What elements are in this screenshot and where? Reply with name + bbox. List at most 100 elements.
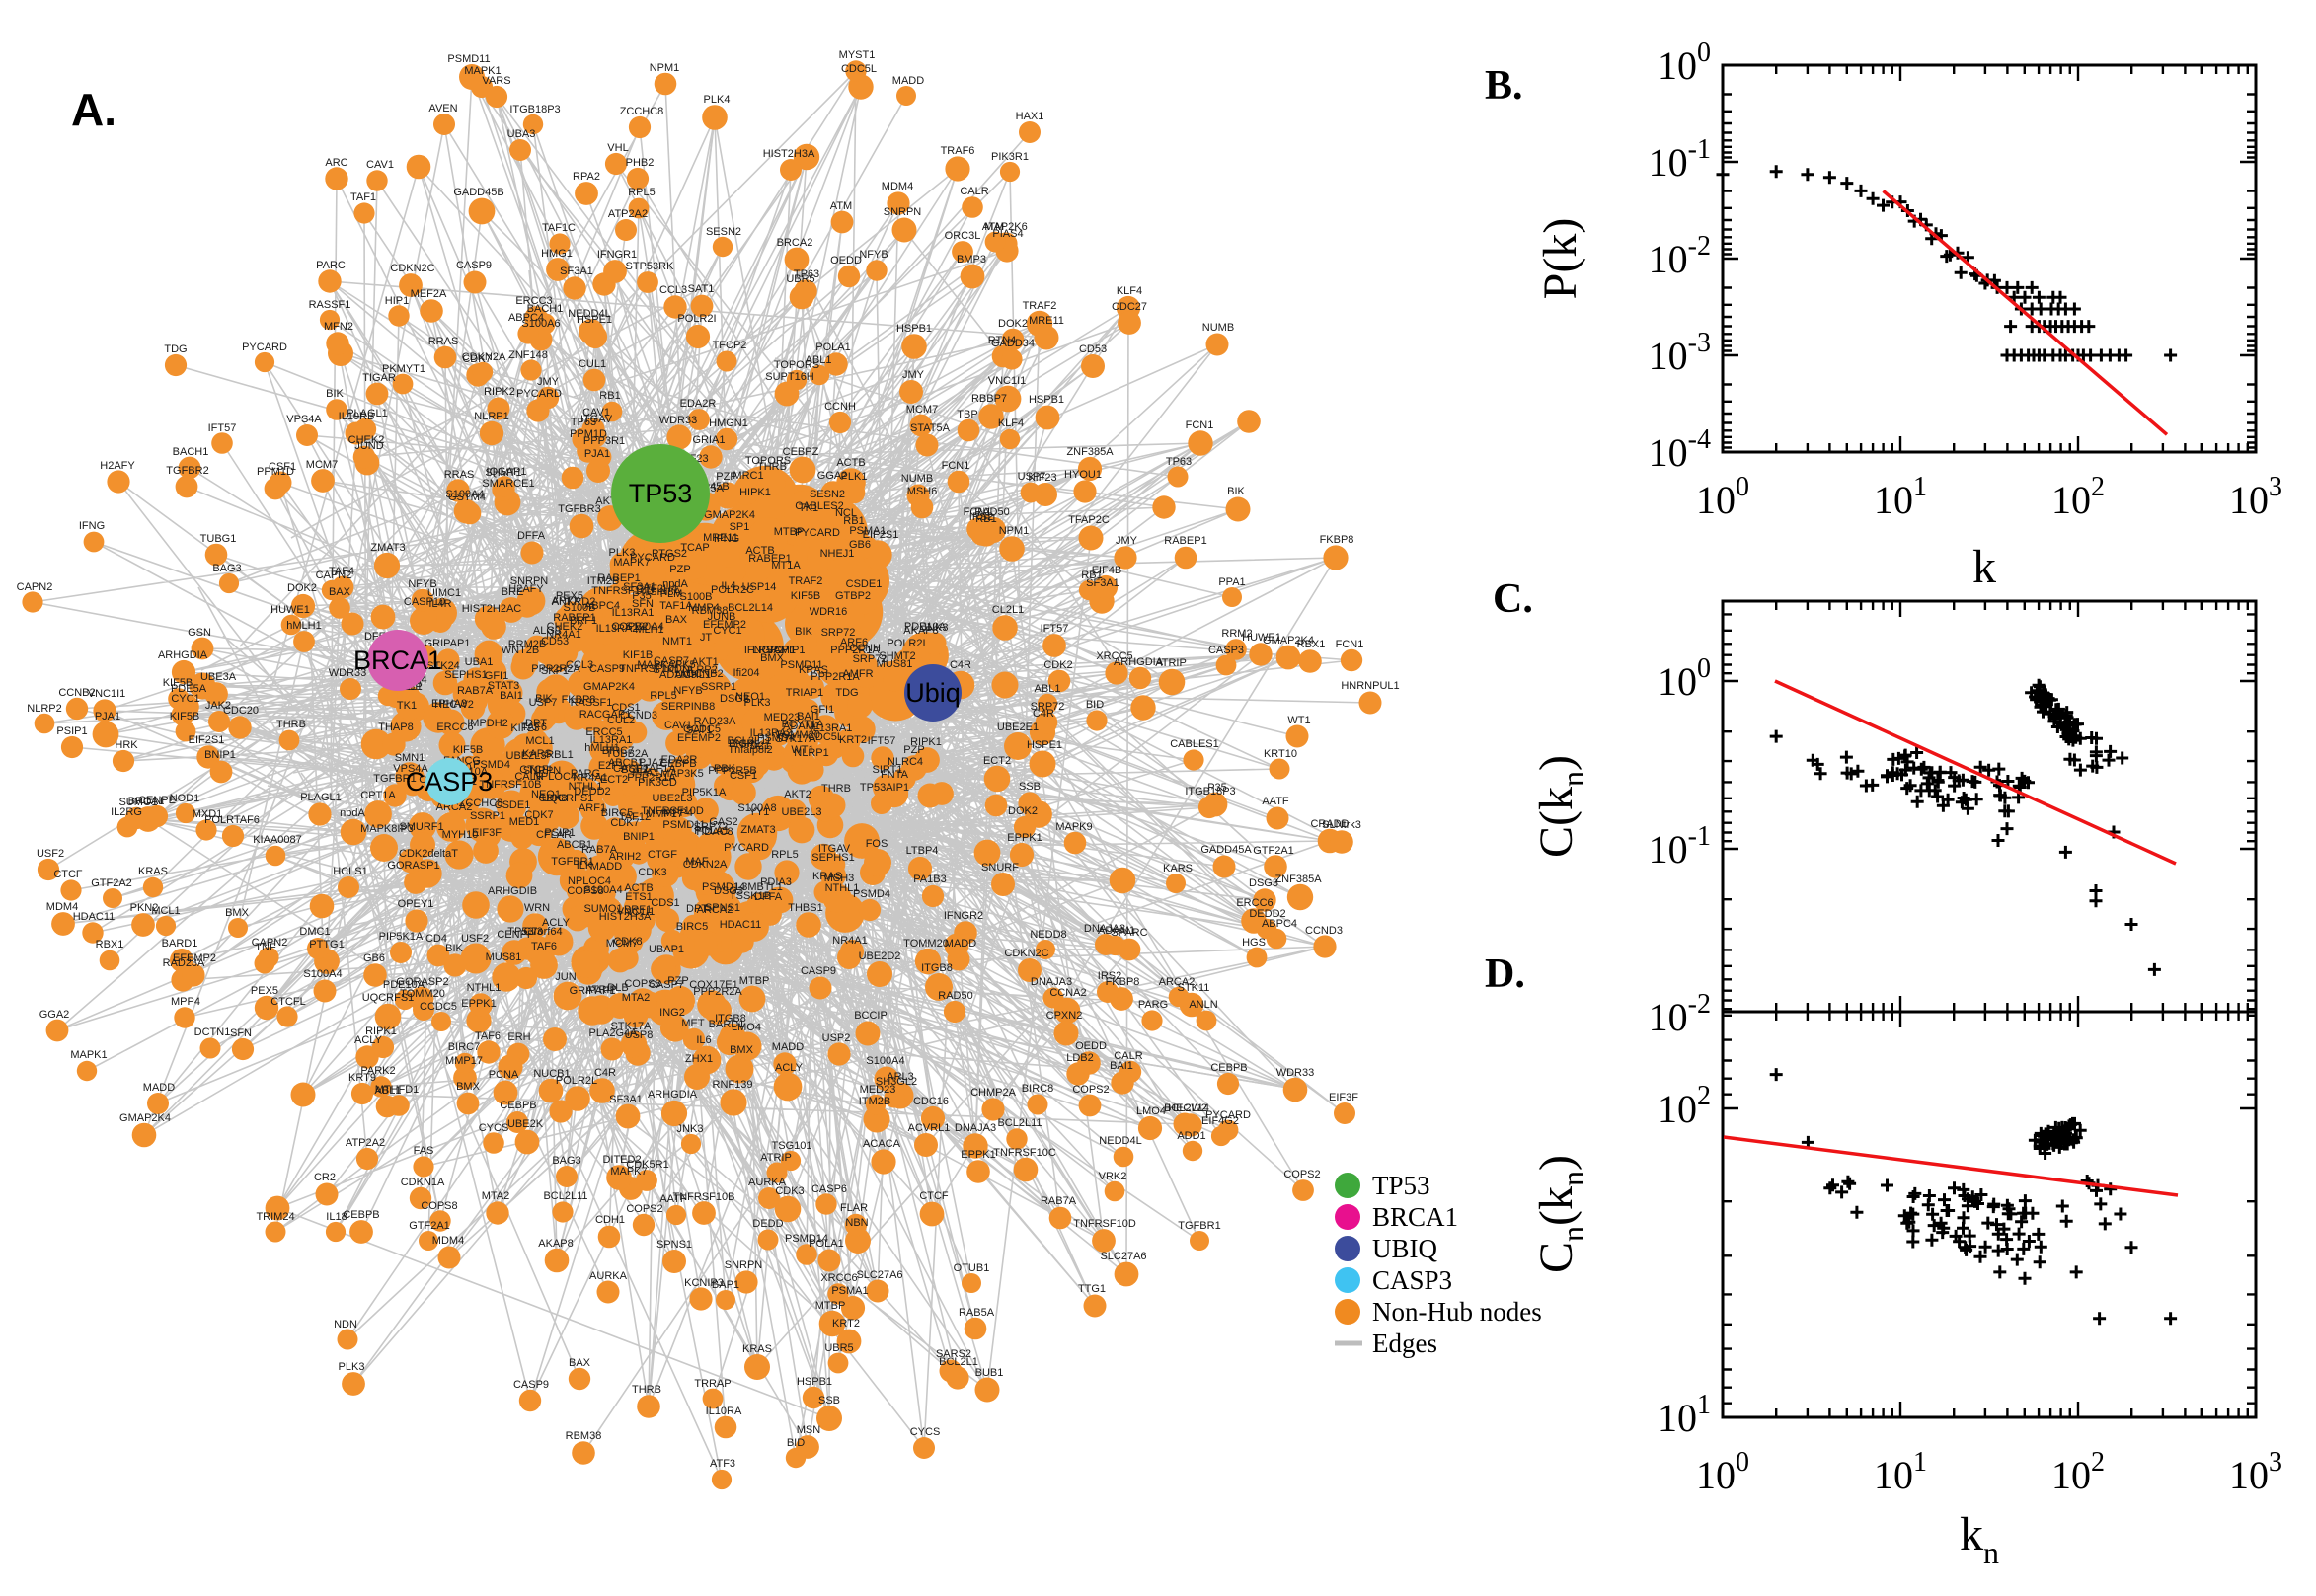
svg-text:PTGS2: PTGS2: [652, 548, 687, 560]
svg-text:RABEP1: RABEP1: [597, 572, 640, 584]
svg-text:DNAJA3: DNAJA3: [955, 1122, 996, 1134]
svg-text:BRF1: BRF1: [624, 904, 652, 916]
svg-text:ILK: ILK: [577, 860, 593, 872]
svg-text:Tnfaip8l2: Tnfaip8l2: [728, 744, 772, 756]
svg-text:SESN2: SESN2: [706, 226, 741, 238]
svg-text:RRAS: RRAS: [444, 469, 475, 481]
svg-text:HCLS1: HCLS1: [333, 866, 367, 877]
svg-text:JUN: JUN: [555, 971, 576, 983]
svg-text:NEO1: NEO1: [735, 691, 765, 703]
svg-text:BAI1: BAI1: [1110, 1060, 1133, 1072]
svg-text:BRF1: BRF1: [570, 615, 597, 627]
svg-text:VRK2: VRK2: [1099, 1171, 1127, 1182]
svg-text:USF2: USF2: [37, 848, 64, 860]
svg-text:ABL1: ABL1: [806, 354, 832, 366]
svg-text:PLAGL1: PLAGL1: [300, 792, 342, 803]
svg-text:102: 102: [2051, 472, 2105, 522]
svg-text:PSMD14: PSMD14: [785, 1233, 828, 1245]
svg-text:MADD: MADD: [945, 938, 976, 950]
svg-text:UBE2L3: UBE2L3: [653, 793, 693, 804]
svg-text:ITM2B: ITM2B: [587, 575, 619, 587]
svg-text:LMO4: LMO4: [1136, 1105, 1166, 1117]
svg-text:BCL2L11: BCL2L11: [543, 1190, 587, 1202]
svg-text:PJA1: PJA1: [584, 448, 610, 460]
svg-text:TIGAR: TIGAR: [362, 372, 396, 384]
svg-text:NFYB: NFYB: [673, 685, 702, 697]
svg-text:THRB: THRB: [821, 783, 851, 795]
svg-text:NUCB1: NUCB1: [533, 1068, 570, 1080]
svg-text:IL6: IL6: [696, 1034, 711, 1046]
svg-text:FAS: FAS: [414, 1145, 434, 1157]
svg-text:IFNGR2: IFNGR2: [744, 645, 784, 656]
svg-text:SUMO1: SUMO1: [583, 903, 622, 915]
svg-text:CEBPB: CEBPB: [500, 1100, 536, 1111]
svg-text:CASP1: CASP1: [613, 763, 649, 775]
svg-text:RABEP1: RABEP1: [748, 553, 791, 565]
svg-text:CASP7: CASP7: [649, 979, 684, 991]
svg-text:EIF3F: EIF3F: [472, 827, 502, 839]
svg-text:PKN2: PKN2: [130, 902, 159, 914]
svg-text:TUBB2A: TUBB2A: [606, 748, 649, 760]
svg-text:VPS4A: VPS4A: [393, 763, 428, 775]
svg-text:JNK3: JNK3: [922, 622, 949, 634]
svg-text:HIST2H3A: HIST2H3A: [599, 911, 652, 923]
svg-text:KCNIP3: KCNIP3: [684, 1277, 724, 1289]
svg-text:RBX1: RBX1: [96, 939, 124, 950]
svg-text:HRK: HRK: [115, 739, 138, 751]
svg-text:MAPK1: MAPK1: [70, 1049, 107, 1061]
svg-text:PDE10A: PDE10A: [904, 621, 947, 633]
svg-text:CYC1: CYC1: [171, 693, 199, 705]
svg-text:P(k): P(k): [1534, 218, 1586, 300]
svg-text:RBX1: RBX1: [1297, 639, 1326, 650]
svg-text:HSPB1: HSPB1: [1029, 394, 1064, 406]
svg-text:RTN4: RTN4: [988, 335, 1017, 346]
svg-text:FCN1: FCN1: [942, 460, 970, 472]
svg-text:MMP4: MMP4: [688, 602, 720, 614]
svg-text:ITGB18P3: ITGB18P3: [509, 104, 560, 115]
svg-text:RAB7A: RAB7A: [457, 685, 494, 697]
svg-text:PJA1: PJA1: [639, 757, 664, 769]
svg-text:CAV1: CAV1: [366, 159, 394, 171]
svg-text:PARG: PARG: [1138, 999, 1168, 1011]
svg-text:PJA1: PJA1: [95, 711, 120, 722]
svg-text:NCL: NCL: [835, 507, 857, 519]
svg-text:S100B: S100B: [679, 591, 712, 603]
svg-text:GRIA1: GRIA1: [692, 434, 725, 446]
svg-text:C4R: C4R: [950, 659, 971, 671]
svg-text:FCN1: FCN1: [1336, 639, 1364, 650]
svg-text:RASSF1: RASSF1: [571, 697, 613, 709]
svg-text:HSPE1: HSPE1: [1027, 739, 1062, 751]
svg-text:AATF: AATF: [1262, 796, 1289, 807]
svg-text:ARIH2: ARIH2: [609, 851, 641, 863]
svg-text:PPM1D: PPM1D: [570, 428, 607, 440]
svg-text:UBR5: UBR5: [786, 273, 814, 285]
svg-text:BIK: BIK: [535, 693, 553, 705]
svg-text:MRE11: MRE11: [1029, 315, 1064, 327]
svg-text:BIRC7: BIRC7: [602, 745, 634, 757]
svg-text:IL13RA1: IL13RA1: [811, 722, 853, 734]
svg-text:RPL5: RPL5: [650, 690, 677, 702]
svg-text:JUND: JUND: [354, 440, 383, 452]
svg-text:IFT57: IFT57: [1041, 623, 1069, 635]
svg-text:MAPK9: MAPK9: [1055, 821, 1092, 833]
svg-text:ABL1: ABL1: [375, 1085, 402, 1097]
svg-text:GSN: GSN: [188, 627, 211, 639]
svg-text:GB6: GB6: [363, 952, 385, 964]
svg-text:ANLN: ANLN: [1189, 999, 1217, 1011]
svg-text:TTG1: TTG1: [1078, 1283, 1106, 1295]
svg-text:NFYB: NFYB: [408, 578, 436, 590]
svg-text:POLR2L: POLR2L: [556, 1075, 597, 1087]
svg-text:VPS4A: VPS4A: [286, 414, 322, 425]
svg-text:POLR2I: POLR2I: [887, 638, 925, 649]
svg-text:DMC1: DMC1: [299, 926, 330, 938]
svg-text:HECW2: HECW2: [434, 699, 474, 711]
svg-text:SERPINB8: SERPINB8: [661, 701, 715, 713]
svg-text:OEDD: OEDD: [830, 255, 862, 266]
svg-text:RRM2: RRM2: [1221, 628, 1252, 640]
svg-text:L3MBTL1: L3MBTL1: [735, 881, 783, 893]
svg-text:ITGB18P3: ITGB18P3: [1185, 786, 1235, 798]
svg-text:IL4R: IL4R: [428, 598, 451, 610]
svg-text:CDKN2A: CDKN2A: [462, 351, 506, 363]
svg-text:CABLES2: CABLES2: [795, 500, 844, 512]
svg-text:ADAM9: ADAM9: [659, 669, 697, 681]
